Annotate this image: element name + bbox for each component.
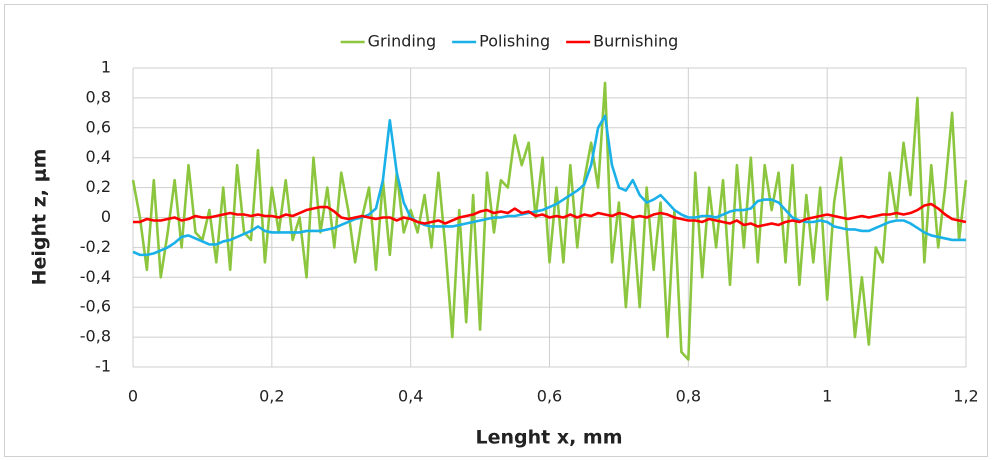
x-tick-label: 1 xyxy=(822,387,832,406)
x-tick-label: 1,2 xyxy=(953,387,978,406)
x-tick-label: 0,8 xyxy=(676,387,701,406)
series-line xyxy=(132,114,966,257)
y-tick-label: 0,8 xyxy=(86,87,111,106)
y-tick-label: 0,6 xyxy=(86,117,111,136)
series-line xyxy=(131,81,968,361)
x-tick-label: 0,2 xyxy=(259,387,284,406)
y-tick-label: 0,4 xyxy=(86,147,111,166)
y-tick-label: -0,8 xyxy=(80,327,111,346)
chart-border xyxy=(4,4,988,457)
series-line xyxy=(133,202,967,228)
legend-label: Polishing xyxy=(479,32,550,51)
x-tick-label: 0 xyxy=(128,387,138,406)
legend-label: Grinding xyxy=(368,32,436,51)
y-tick-label: -1 xyxy=(95,357,111,376)
y-tick-label: 0 xyxy=(101,207,111,226)
x-tick-label: 0,4 xyxy=(398,387,423,406)
x-axis-title: Lenght x, mm xyxy=(475,427,622,449)
y-axis-title: Height z, μm xyxy=(29,149,51,286)
x-tick-label: 0,6 xyxy=(537,387,562,406)
y-tick-label: -0,2 xyxy=(80,237,111,256)
legend-label: Burnishing xyxy=(593,32,678,51)
y-tick-label: 0,2 xyxy=(86,177,111,196)
y-tick-label: 1 xyxy=(101,58,111,77)
y-tick-label: -0,4 xyxy=(80,267,111,286)
y-tick-label: -0,6 xyxy=(80,297,111,316)
